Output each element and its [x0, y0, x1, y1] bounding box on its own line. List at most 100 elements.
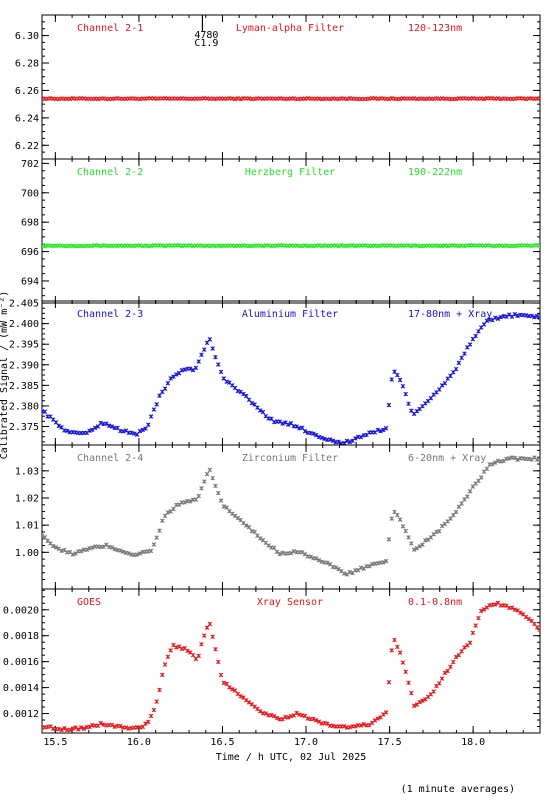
data-point	[151, 707, 157, 713]
data-point	[90, 545, 95, 550]
data-point	[459, 501, 464, 506]
data-point	[406, 535, 411, 540]
data-point	[207, 467, 213, 473]
data-point	[199, 486, 204, 491]
data-point	[311, 716, 316, 722]
data-point	[448, 664, 453, 670]
data-point	[87, 724, 92, 730]
data-point	[537, 315, 540, 321]
data-point	[168, 376, 173, 381]
data-point	[257, 408, 263, 413]
data-point	[165, 510, 171, 515]
y-tick-label: 700	[21, 188, 39, 199]
data-point	[210, 634, 215, 639]
data-point	[120, 549, 126, 554]
y-tick-label: 696	[21, 247, 39, 258]
data-point	[218, 672, 224, 678]
data-point	[118, 548, 123, 553]
data-point	[492, 602, 498, 607]
data-point	[73, 551, 78, 556]
data-point	[168, 648, 173, 653]
y-tick-label: 2.390	[9, 360, 39, 371]
data-point	[213, 647, 218, 652]
data-point	[42, 535, 48, 540]
data-point	[495, 316, 501, 321]
data-point	[246, 700, 252, 705]
data-point	[439, 523, 445, 529]
y-tick-label: 2.375	[9, 422, 39, 433]
data-point	[409, 541, 414, 546]
filter-label: Zirconium Filter	[242, 453, 338, 464]
panel-1: 6.22 6.24 6.26 6.28 6.30 Channel 2-1 Lyman-alp…	[15, 14, 541, 160]
panel-frame	[41, 158, 541, 304]
data-point	[204, 625, 210, 630]
filter-label: Aluminium Filter	[242, 309, 338, 320]
filter-label: Herzberg Filter	[245, 167, 335, 178]
data-point	[537, 243, 540, 249]
data-point	[148, 713, 154, 719]
data-point	[137, 428, 143, 434]
data-point	[532, 314, 537, 320]
data-point	[453, 366, 459, 372]
y-axis-label: Calibrated Signal / (mW m⁻²)	[0, 291, 10, 460]
data-point	[218, 498, 224, 503]
data-point	[257, 536, 263, 541]
data-point	[537, 96, 540, 101]
data-point	[59, 727, 64, 733]
data-point	[241, 391, 246, 397]
data-point	[386, 679, 392, 685]
data-point	[263, 711, 269, 716]
data-point	[160, 672, 165, 678]
data-point	[389, 377, 394, 382]
data-point	[193, 365, 199, 371]
data-point	[299, 550, 305, 555]
data-point	[311, 431, 316, 437]
data-point	[196, 359, 201, 364]
data-point	[400, 524, 406, 529]
data-point	[216, 659, 221, 665]
y-tick-label: 6.28	[15, 59, 39, 70]
data-point	[316, 558, 322, 563]
data-point	[492, 460, 498, 465]
data-point	[462, 351, 467, 356]
data-point	[327, 437, 333, 442]
data-point	[67, 727, 73, 733]
data-point	[294, 424, 299, 429]
data-point	[188, 366, 193, 371]
data-point	[406, 680, 411, 686]
data-point	[378, 428, 383, 434]
channel-label: Channel 2-3	[77, 309, 143, 320]
data-point	[252, 529, 257, 534]
data-point	[453, 509, 459, 515]
data-point	[347, 439, 353, 445]
y-tick-label: 2.400	[9, 319, 39, 330]
data-point	[439, 676, 445, 681]
data-point	[249, 400, 255, 406]
data-point	[50, 543, 56, 549]
data-point	[462, 645, 467, 650]
data-point	[403, 669, 408, 675]
data-point	[238, 694, 243, 699]
panel-frame	[41, 444, 541, 590]
data-point	[216, 362, 221, 367]
data-point	[182, 500, 187, 505]
data-point	[146, 422, 151, 427]
y-tick-label: 0.0016	[3, 657, 39, 668]
data-point	[207, 621, 213, 627]
x-axis-label: Time / h UTC, 02 Jul 2025	[216, 752, 367, 763]
data-point	[257, 708, 263, 714]
data-point	[78, 548, 84, 554]
data-point	[84, 547, 90, 552]
data-point	[118, 723, 123, 729]
data-point	[456, 653, 462, 658]
series-points	[42, 243, 540, 249]
data-point	[465, 494, 470, 499]
data-point	[383, 426, 389, 431]
data-point	[216, 490, 221, 496]
data-point	[381, 427, 386, 433]
channel-label: Channel 2-1	[77, 23, 143, 34]
data-point	[285, 715, 291, 720]
x-tick-label: 17.5	[378, 737, 402, 748]
data-point	[213, 354, 218, 360]
data-point	[420, 698, 425, 704]
